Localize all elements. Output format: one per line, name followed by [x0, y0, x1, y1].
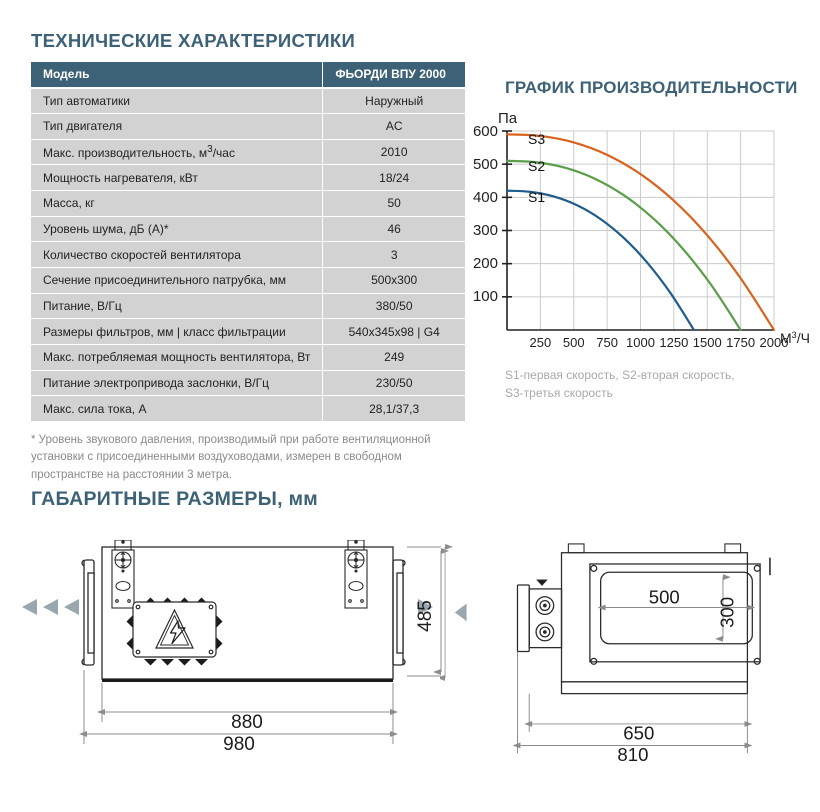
- svg-text:485: 485: [415, 600, 436, 632]
- svg-text:200: 200: [473, 255, 498, 272]
- svg-text:810: 810: [617, 744, 648, 765]
- svg-text:750: 750: [596, 335, 618, 350]
- svg-text:Па: Па: [498, 110, 518, 127]
- svg-text:1750: 1750: [726, 335, 755, 350]
- svg-text:1500: 1500: [693, 335, 722, 350]
- svg-text:500: 500: [473, 156, 498, 173]
- svg-text:1000: 1000: [626, 335, 655, 350]
- svg-text:300: 300: [473, 222, 498, 239]
- svg-text:980: 980: [223, 734, 255, 755]
- svg-text:S1: S1: [528, 189, 545, 205]
- svg-text:880: 880: [231, 712, 263, 733]
- svg-text:S3: S3: [528, 131, 545, 147]
- svg-text:М3/Ч: М3/Ч: [780, 330, 810, 346]
- svg-text:400: 400: [473, 189, 498, 206]
- svg-text:300: 300: [717, 597, 738, 628]
- svg-text:100: 100: [473, 288, 498, 305]
- svg-text:1250: 1250: [659, 335, 688, 350]
- svg-text:250: 250: [530, 335, 552, 350]
- svg-text:650: 650: [623, 723, 654, 744]
- svg-text:500: 500: [649, 587, 680, 608]
- svg-text:S2: S2: [528, 158, 545, 174]
- svg-text:500: 500: [563, 335, 585, 350]
- svg-text:600: 600: [473, 123, 498, 140]
